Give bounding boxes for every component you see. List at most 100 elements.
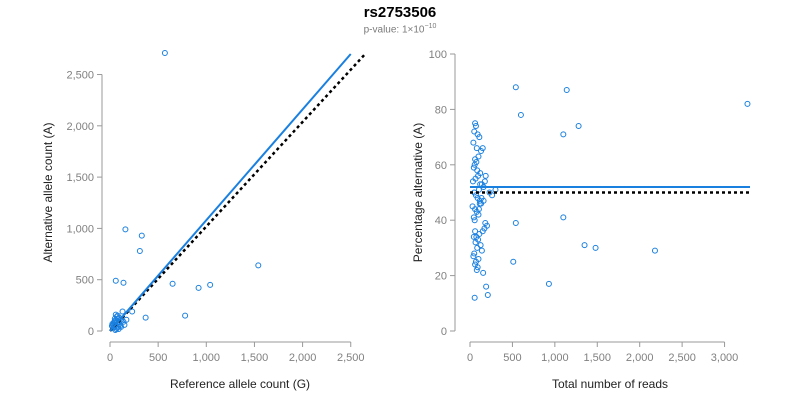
left-y-tick-label: 2,500 [66, 70, 94, 82]
right-data-point [474, 167, 481, 174]
right-y-axis-title: Percentage alternative (A) [411, 123, 425, 262]
right-data-point [473, 267, 480, 274]
right-data-point [592, 244, 599, 251]
chart-subtitle: p-value: 1×10−10 [0, 23, 800, 35]
left-data-point [255, 262, 262, 269]
right-data-point [480, 269, 487, 276]
subtitle-exponent: −10 [424, 23, 437, 30]
right-x-tick-label: 1,000 [541, 352, 569, 364]
right-data-point [482, 172, 489, 179]
right-y-tick-label: 20 [435, 271, 447, 283]
right-data-point [560, 131, 567, 138]
right-data-point [517, 111, 524, 118]
left-data-point [136, 247, 143, 254]
right-data-point [475, 153, 482, 160]
right-y-tick-label: 100 [429, 49, 447, 61]
left-data-point [195, 284, 202, 291]
left-data-point [169, 280, 176, 287]
right-data-point [471, 217, 478, 224]
right-scatter-panel: 0 500 1,000 1,500 2,000 2,500 3,000 0 20 40 60 80 10… [411, 49, 751, 391]
right-data-point [470, 233, 477, 240]
right-data-point [651, 247, 658, 254]
right-data-point [474, 244, 481, 251]
left-y-axis-title: Alternative allele count (A) [41, 122, 55, 262]
left-data-point [138, 232, 145, 239]
right-data-point [471, 250, 478, 257]
right-y-tick-label: 40 [435, 215, 447, 227]
right-y-tick-label: 0 [441, 326, 447, 338]
left-data-point [112, 326, 119, 333]
right-data-point [469, 178, 476, 185]
right-data-point [575, 123, 582, 130]
right-data-point [477, 242, 484, 249]
left-y-tick-label: 500 [76, 275, 94, 287]
left-data-point [182, 312, 189, 319]
left-data-point [122, 226, 129, 233]
left-data-point [120, 279, 127, 286]
right-data-point [472, 120, 479, 127]
right-data-point [478, 147, 485, 154]
right-data-point [560, 214, 567, 221]
left-y-tick-label: 2,000 [66, 121, 94, 133]
right-data-point [510, 258, 517, 265]
left-data-point [161, 49, 168, 56]
right-y-tick-label: 80 [435, 104, 447, 116]
left-x-axis-title: Reference allele count (G) [170, 377, 310, 391]
right-data-point [470, 253, 477, 260]
right-data-point [474, 264, 481, 271]
right-data-point [545, 280, 552, 287]
left-data-point [119, 308, 126, 315]
left-y-tick-label: 1,000 [66, 223, 94, 235]
left-x-tick-label: 500 [149, 352, 167, 364]
right-data-point [471, 294, 478, 301]
left-data-point [123, 316, 130, 323]
subtitle-text: p-value: 1×10 [363, 24, 425, 36]
right-data-point [480, 197, 487, 204]
left-data-point [112, 277, 119, 284]
right-data-point [473, 145, 480, 152]
right-data-point [470, 139, 477, 146]
right-data-point [481, 178, 488, 185]
left-fit-line [109, 53, 352, 332]
left-x-tick-label: 0 [107, 352, 113, 364]
left-x-tick-label: 1,000 [193, 352, 221, 364]
left-data-point [118, 323, 125, 330]
chart-title: rs2753506 [363, 4, 437, 21]
right-data-point [484, 291, 491, 298]
left-y-tick-label: 0 [88, 326, 94, 338]
right-x-axis-title: Total number of reads [552, 377, 668, 391]
left-y-tick-label: 1,500 [66, 172, 94, 184]
right-data-point [478, 247, 485, 254]
right-data-point [512, 84, 519, 91]
right-data-point [475, 206, 482, 213]
left-data-point [207, 281, 214, 288]
right-x-tick-label: 3,000 [711, 352, 739, 364]
left-x-tick-label: 1,500 [241, 352, 269, 364]
right-data-point [512, 219, 519, 226]
right-data-point [581, 242, 588, 249]
right-data-point [489, 192, 496, 199]
right-data-point [476, 200, 483, 207]
right-data-point [483, 283, 490, 290]
left-reference-line [109, 53, 367, 332]
left-data-point [142, 314, 149, 321]
right-x-tick-label: 500 [503, 352, 521, 364]
right-data-point [744, 100, 751, 107]
right-y-tick-label: 60 [435, 160, 447, 172]
right-data-point [472, 239, 479, 246]
right-data-point [476, 134, 483, 141]
right-data-point [472, 156, 479, 163]
left-data-point [117, 322, 124, 329]
left-x-tick-label: 2,000 [289, 352, 317, 364]
left-x-tick-label: 2,500 [337, 352, 365, 364]
left-data-point [129, 308, 136, 315]
right-x-tick-label: 2,000 [626, 352, 654, 364]
right-x-tick-label: 1,500 [584, 352, 612, 364]
right-x-tick-label: 0 [467, 352, 473, 364]
right-data-point [475, 211, 482, 218]
right-data-point [471, 128, 478, 135]
right-x-tick-label: 2,500 [668, 352, 696, 364]
right-data-point [472, 258, 479, 265]
left-scatter-panel: 0 500 1,000 1,500 2,000 2,500 0 500 1,000 1,500 2,… [41, 49, 367, 391]
